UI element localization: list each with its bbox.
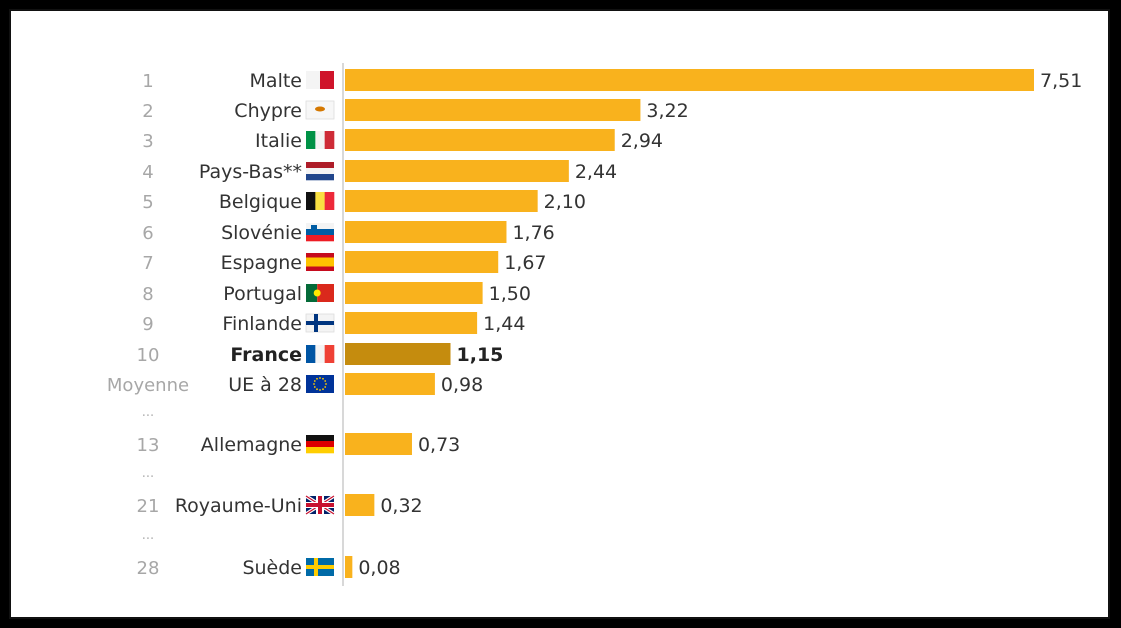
bar [345,99,641,121]
bar [345,251,499,273]
rank-label: Moyenne [107,375,189,396]
value-label: 1,15 [457,344,504,366]
country-label: UE à 28 [228,374,302,396]
rank-label: 7 [142,253,153,274]
bar [345,433,412,455]
country-label: Espagne [221,252,302,274]
value-label: 1,50 [489,283,531,305]
white-panel [631,177,1071,521]
bar [345,221,507,243]
bar-row: 10 France 1,15 [137,343,504,366]
bar-row: 3 Italie 2,94 [142,129,663,152]
sweden-flag [306,558,334,576]
ellipsis-separator: ... [142,405,154,420]
bar [345,69,1034,91]
ellipsis-separator: ... [142,528,154,543]
cyprus-flag [305,100,335,120]
value-label: 7,51 [1040,70,1082,92]
slovenia-flag [306,223,334,242]
portugal-flag [306,284,334,302]
bar-row: Moyenne UE à 28 0,98 [107,373,483,396]
country-label: Pays-Bas** [199,161,302,183]
bar-row: ... 28 Suède 0,08 [137,528,401,579]
bar-row: 1 Malte 7,51 [142,69,1082,92]
bar [345,312,478,334]
bar-row: 5 Belgique 2,10 [142,190,586,213]
value-label: 1,67 [504,252,546,274]
value-label: 2,10 [544,191,586,213]
eu-flag [306,375,334,393]
country-label: France [230,344,302,366]
country-label: Suède [242,557,302,579]
france-flag [306,345,335,363]
rank-label: 6 [142,223,153,244]
spain-flag [306,253,334,271]
bar-row: 9 Finlande 1,44 [142,312,525,335]
bar [345,343,451,365]
netherlands-flag [306,162,334,181]
value-label: 1,76 [512,222,554,244]
bar-row: ... 21 Royaume-Uni 0,32 [137,466,423,517]
value-label: 0,73 [418,434,460,456]
country-label: Chypre [234,100,302,122]
chart-frame: 1 Malte 7,51 2 Chypre 3,22 3 Italie 2,94 4 Pays-Ba… [9,9,1110,619]
bar-row: 2 Chypre 3,22 [142,99,689,122]
country-label: Royaume-Uni [175,495,302,517]
country-label: Malte [250,70,302,92]
country-label: Slovénie [221,222,302,244]
italy-flag [306,131,335,149]
malta-flag [306,71,334,89]
bar [345,494,375,516]
bar-row: 6 Slovénie 1,76 [142,221,555,244]
rank-label: 2 [142,101,153,122]
finland-flag [305,313,335,333]
country-label: Italie [255,130,302,152]
value-label: 0,08 [358,557,400,579]
country-label: Finlande [222,313,302,335]
value-label: 1,44 [483,313,525,335]
bar [345,190,538,212]
country-label: Allemagne [201,434,302,456]
value-label: 0,32 [380,495,422,517]
rank-label: 9 [142,314,153,335]
rank-label: 4 [142,162,153,183]
uk-flag [305,494,335,516]
rank-label: 3 [142,131,153,152]
rank-label: 28 [137,558,160,579]
bar-row: 8 Portugal 1,50 [142,282,531,305]
bar-chart: 1 Malte 7,51 2 Chypre 3,22 3 Italie 2,94 4 Pays-Ba… [107,63,1082,586]
rank-label: 21 [137,496,160,517]
country-label: Portugal [223,283,302,305]
value-label: 0,98 [441,374,483,396]
bar [345,373,435,395]
rank-label: 13 [137,435,160,456]
rank-label: 10 [137,345,160,366]
bar [345,160,569,182]
ellipsis-separator: ... [142,466,154,481]
bar [345,129,615,151]
bar-row: ... 13 Allemagne 0,73 [137,405,461,456]
bar [345,282,483,304]
bar-row: 4 Pays-Bas** 2,44 [142,160,617,183]
rank-label: 8 [142,284,153,305]
rank-label: 1 [142,71,153,92]
value-label: 2,94 [621,130,663,152]
value-label: 3,22 [646,100,688,122]
bar [345,556,353,578]
country-label: Belgique [219,191,302,213]
value-label: 2,44 [575,161,617,183]
germany-flag [306,435,334,454]
rank-label: 5 [142,192,153,213]
bar-row: 7 Espagne 1,67 [142,251,547,274]
belgium-flag [306,192,335,210]
